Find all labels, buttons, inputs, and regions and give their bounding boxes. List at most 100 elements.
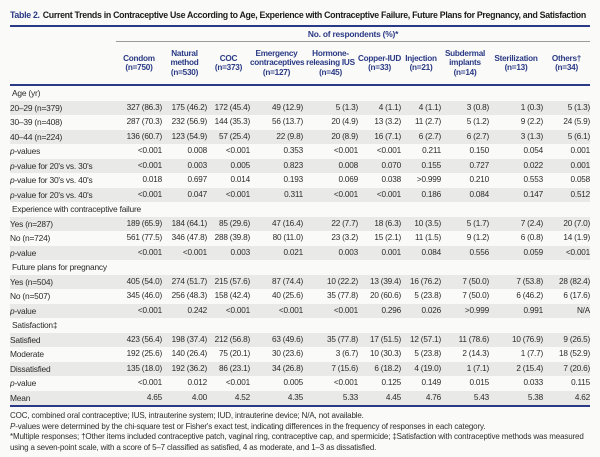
table-cell: <0.001 [333, 189, 358, 199]
table-cell: 184 (64.1) [171, 218, 208, 228]
table-cell: 4.65 [146, 392, 162, 402]
table-cell: 175 (46.2) [171, 102, 208, 112]
spanner-spacer [10, 26, 116, 42]
table-cell: 0.001 [570, 160, 591, 170]
table-cell: 0.001 [381, 247, 402, 257]
table-cell: 3 (6.7) [335, 349, 358, 359]
table-cell: 1 (7.7) [520, 349, 543, 359]
table-cell: 0.001 [570, 146, 591, 156]
respondents-spanner: No. of respondents (%)* [116, 26, 591, 42]
table-cell: 215 (57.6) [214, 276, 251, 286]
table-cell: 20 (4.9) [331, 117, 358, 127]
table-cell: N/A [576, 305, 591, 315]
table-row: Dissatisfied 135 (18.0) 192 (36.2) 86 (23.1… [10, 361, 590, 376]
table-cell: 274 (51.7) [171, 276, 208, 286]
table-cell: 423 (56.4) [126, 334, 163, 344]
table-cell: 0.150 [469, 146, 490, 156]
table-cell: 3 (1.3) [520, 131, 543, 141]
table-cell: 24 (5.9) [563, 117, 591, 127]
table-cell: 5.33 [342, 392, 358, 402]
footnote: COC, combined oral contraceptive; IUS, i… [10, 411, 364, 420]
table-cell: 7 (15.6) [331, 363, 358, 373]
table-cell: 0.070 [381, 160, 402, 170]
table-cell: 34 (26.8) [272, 363, 303, 373]
table-cell: 140 (26.4) [171, 349, 208, 359]
row-label: Moderate [10, 349, 44, 360]
table-cell: 345 (46.0) [126, 291, 163, 301]
table-row: p-value for 20's vs. 40's <0.001 0.047 <0.0… [10, 187, 590, 202]
table-cell: 0.012 [187, 378, 208, 388]
table-cell: 0.026 [421, 305, 442, 315]
table-cell: 0.186 [421, 189, 442, 199]
table-cell: 144 (35.3) [214, 117, 251, 127]
table-cell: 49 (12.9) [272, 102, 303, 112]
table-row: Yes (n=504) 405 (54.0) 274 (51.7) 215 (57.6… [10, 274, 590, 289]
table-cell: 232 (56.9) [171, 117, 208, 127]
table-cell: 5.43 [473, 392, 489, 402]
row-label: 40–44 (n=224) [10, 131, 63, 142]
table-cell: 198 (37.4) [171, 334, 208, 344]
column-header: Injection (n=21) [401, 41, 441, 86]
table-cell: <0.001 [376, 189, 401, 199]
table-cell: 22 (7.7) [331, 218, 358, 228]
table-cell: 0.005 [283, 378, 304, 388]
row-label: Experience with contraceptive failure [12, 204, 141, 215]
table-cell: 13 (39.4) [370, 276, 401, 286]
contraceptive-use-table: No. of respondents (%)* Condom (n=750) Nat… [10, 25, 590, 407]
table-row: 40–44 (n=224) 136 (60.7) 123 (54.9) 57 (25.… [10, 129, 591, 144]
row-label: Satisfaction‡ [12, 320, 58, 331]
table-cell: 23 (3.2) [331, 233, 358, 243]
table-cell: 63 (49.6) [272, 334, 303, 344]
row-label: p-value for 20's vs. 30's [10, 160, 93, 171]
table-cell: 0.727 [469, 160, 490, 170]
table-cell: 4.45 [385, 392, 401, 402]
table-cell: 0.149 [421, 378, 442, 388]
table-cell: 10 (22.2) [327, 276, 358, 286]
table-cell: 1 (7.1) [466, 363, 489, 373]
table-row: Mean 4.65 4.00 4.52 4.35 5.33 4.45 4.76 5.43 5.38… [10, 390, 591, 406]
table-cell: 6 (17.6) [563, 291, 591, 301]
table-cell: 346 (47.8) [171, 233, 208, 243]
table-row: p-value for 30's vs. 40's 0.018 0.697 0.014… [10, 173, 590, 188]
table-cell: <0.001 [137, 247, 162, 257]
row-label: Dissatisfied [10, 363, 51, 374]
table-body: Age (yr) 20–29 (n=379) 327 (86.3) 175 (46.2… [10, 85, 590, 406]
table-cell: 85 (29.6) [219, 218, 250, 228]
table-cell: 158 (42.4) [214, 291, 251, 301]
column-header: Sterilization (n=13) [489, 41, 543, 86]
table-cell: 0.211 [422, 146, 441, 156]
table-cell: 0.084 [421, 247, 442, 257]
table-cell: 11 (1.5) [414, 233, 441, 243]
table-cell: 5 (6.1) [567, 131, 591, 141]
table-cell: 35 (77.8) [327, 291, 358, 301]
table-cell: 9 (1.2) [466, 233, 489, 243]
table-cell: 10 (3.5) [414, 218, 441, 228]
table-cell: 4 (1.1) [418, 102, 441, 112]
table-cell: <0.001 [225, 189, 250, 199]
table-row: Moderate 192 (25.6) 140 (26.4) 75 (20.1) 30 … [10, 347, 590, 362]
table-cell: <0.001 [225, 305, 250, 315]
table-cell: <0.001 [225, 378, 250, 388]
table-cell: 6 (0.8) [520, 233, 543, 243]
row-label: 20–29 (n=379) [10, 102, 63, 113]
table-cell: 4.62 [574, 392, 591, 402]
table-cell: <0.001 [376, 146, 401, 156]
table-cell: 35 (77.8) [327, 334, 358, 344]
table-row: p-value <0.001 0.242 <0.001 <0.001 <0.001 0.29… [10, 303, 591, 318]
table-cell: 192 (36.2) [171, 363, 208, 373]
table-cell: 13 (3.2) [374, 117, 401, 127]
table-cell: <0.001 [137, 189, 162, 199]
footnote: *Multiple responses; †Other items includ… [10, 432, 584, 452]
table-cell: 561 (77.5) [126, 233, 163, 243]
table-cell: <0.001 [137, 146, 162, 156]
table-cell: 405 (54.0) [126, 276, 163, 286]
table-cell: 16 (76.2) [410, 276, 441, 286]
table-cell: 12 (57.1) [410, 334, 441, 344]
table-cell: <0.001 [278, 305, 303, 315]
table-cell: >0.999 [464, 305, 489, 315]
table-cell: 75 (20.1) [219, 349, 250, 359]
table-cell: 5 (23.8) [414, 291, 441, 301]
table-cell: 20 (60.6) [370, 291, 401, 301]
column-header: Condom (n=750) [116, 41, 162, 86]
table-cell: 7 (2.4) [520, 218, 543, 228]
